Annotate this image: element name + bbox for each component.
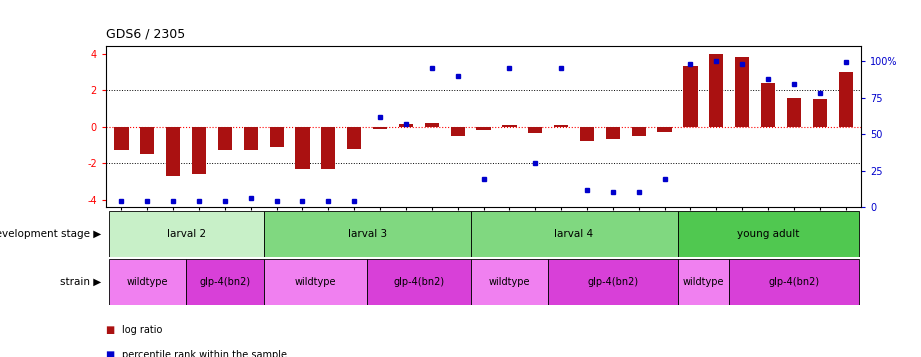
Text: glp-4(bn2): glp-4(bn2) [768, 277, 820, 287]
Bar [296, 127, 309, 169]
Bar [192, 127, 206, 174]
Text: log ratio: log ratio [122, 325, 163, 335]
Bar [471, 211, 678, 257]
Bar [217, 127, 232, 150]
Text: larval 4: larval 4 [554, 229, 594, 239]
Text: wildtype: wildtype [126, 277, 168, 287]
Bar [450, 127, 465, 136]
Bar [399, 124, 413, 127]
Bar [554, 125, 568, 127]
Bar [367, 259, 471, 305]
Bar [729, 259, 858, 305]
Bar [109, 211, 263, 257]
Bar [321, 127, 335, 169]
Text: wildtype: wildtype [682, 277, 724, 287]
Bar [735, 57, 750, 127]
Text: percentile rank within the sample: percentile rank within the sample [122, 350, 287, 357]
Text: larval 3: larval 3 [347, 229, 387, 239]
Bar [678, 259, 729, 305]
Bar [502, 125, 517, 127]
Text: development stage ▶: development stage ▶ [0, 229, 101, 239]
Bar [683, 66, 697, 127]
Bar [166, 127, 181, 176]
Text: glp-4(bn2): glp-4(bn2) [199, 277, 251, 287]
Bar [140, 127, 155, 154]
Bar [761, 83, 775, 127]
Text: young adult: young adult [737, 229, 799, 239]
Bar [263, 259, 367, 305]
Bar [186, 259, 263, 305]
Bar [114, 127, 129, 150]
Bar [373, 127, 387, 129]
Bar [606, 127, 620, 139]
Bar [471, 259, 548, 305]
Bar [812, 99, 827, 127]
Bar [263, 211, 471, 257]
Bar [838, 72, 853, 127]
Text: glp-4(bn2): glp-4(bn2) [393, 277, 445, 287]
Bar [528, 127, 542, 133]
Bar [347, 127, 361, 149]
Bar [678, 211, 858, 257]
Bar [425, 123, 439, 127]
Text: GDS6 / 2305: GDS6 / 2305 [106, 27, 185, 41]
Bar [476, 127, 491, 130]
Bar [548, 259, 678, 305]
Bar [658, 127, 671, 132]
Text: wildtype: wildtype [489, 277, 530, 287]
Bar [787, 97, 801, 127]
Text: ■: ■ [106, 325, 118, 335]
Text: wildtype: wildtype [295, 277, 336, 287]
Text: ■: ■ [106, 350, 118, 357]
Bar [244, 127, 258, 150]
Bar [632, 127, 646, 136]
Bar [270, 127, 284, 147]
Text: larval 2: larval 2 [167, 229, 205, 239]
Bar [709, 54, 723, 127]
Text: strain ▶: strain ▶ [60, 277, 101, 287]
Text: glp-4(bn2): glp-4(bn2) [588, 277, 638, 287]
Bar [580, 127, 594, 141]
Bar [109, 259, 186, 305]
